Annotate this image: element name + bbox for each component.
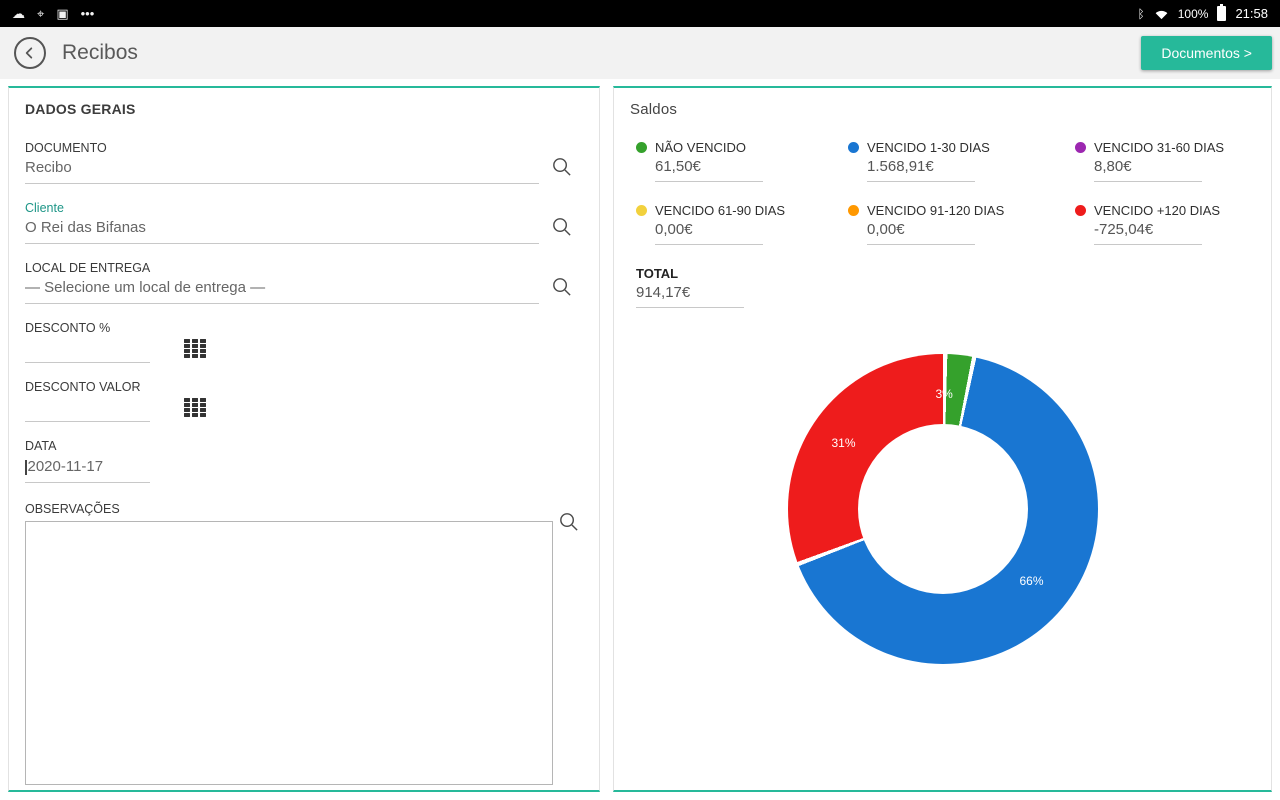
dados-gerais-title: DADOS GERAIS bbox=[25, 101, 136, 117]
documento-row: DOCUMENTO Recibo bbox=[25, 141, 583, 184]
cliente-field[interactable]: Cliente O Rei das Bifanas bbox=[25, 201, 539, 244]
total-value: 914,17€ bbox=[636, 284, 744, 308]
search-icon bbox=[552, 218, 571, 236]
search-icon bbox=[559, 513, 578, 531]
desconto-pct-label: DESCONTO % bbox=[25, 321, 111, 335]
total-item: TOTAL 914,17€ bbox=[636, 266, 848, 308]
cloud-icon: ☁ bbox=[12, 6, 25, 21]
legend-dot bbox=[636, 205, 647, 216]
documents-button[interactable]: Documentos > bbox=[1141, 36, 1272, 70]
cliente-row: Cliente O Rei das Bifanas bbox=[25, 201, 583, 244]
slice-label-green: 3% bbox=[935, 387, 953, 401]
legend-value: 1.568,91€ bbox=[867, 158, 975, 182]
slice-label-red: 31% bbox=[831, 436, 856, 450]
battery-icon bbox=[1217, 4, 1227, 21]
data-label: DATA bbox=[25, 439, 57, 453]
legend-dot bbox=[848, 205, 859, 216]
more-notifications-icon: ••• bbox=[80, 6, 95, 21]
bluetooth-icon: ᛒ bbox=[1137, 6, 1145, 21]
legend-dot bbox=[848, 142, 859, 153]
status-time: 21:58 bbox=[1235, 6, 1268, 21]
wifi-icon bbox=[1154, 8, 1169, 20]
donut-chart: 3% 66% 31% bbox=[787, 354, 1098, 664]
local-entrega-field[interactable]: LOCAL DE ENTREGA — Selecione um local de… bbox=[25, 261, 539, 304]
documento-field[interactable]: DOCUMENTO Recibo bbox=[25, 141, 539, 184]
legend-dot bbox=[1075, 142, 1086, 153]
local-entrega-row: LOCAL DE ENTREGA — Selecione um local de… bbox=[25, 261, 583, 304]
search-icon bbox=[552, 158, 571, 176]
documento-search-button[interactable] bbox=[539, 155, 583, 184]
dados-gerais-panel: DADOS GERAIS DOCUMENTO Recibo Cliente O … bbox=[8, 86, 600, 792]
data-input[interactable]: 2020-11-17 bbox=[25, 455, 150, 483]
desconto-pct-block: DESCONTO % bbox=[25, 319, 583, 363]
text-cursor bbox=[25, 460, 27, 475]
legend-item: VENCIDO 1-30 DIAS 1.568,91€ bbox=[848, 140, 1075, 182]
back-button[interactable] bbox=[14, 37, 46, 69]
keypad-icon[interactable] bbox=[184, 339, 206, 358]
slice-label-blue: 66% bbox=[1019, 574, 1044, 588]
legend-value: 0,00€ bbox=[655, 221, 763, 245]
cliente-search-button[interactable] bbox=[539, 215, 583, 244]
legend-value: -725,04€ bbox=[1094, 221, 1202, 245]
donut-chart-area: 3% 66% 31% bbox=[630, 354, 1255, 664]
documento-value[interactable]: Recibo bbox=[25, 156, 539, 184]
observacoes-search-button[interactable] bbox=[553, 500, 583, 539]
saldos-panel: Saldos NÃO VENCIDO 61,50€ VENCIDO 1-30 D… bbox=[613, 86, 1272, 792]
keypad-icon[interactable] bbox=[184, 398, 206, 417]
desconto-valor-block: DESCONTO VALOR bbox=[25, 378, 583, 422]
desconto-valor-label: DESCONTO VALOR bbox=[25, 380, 141, 394]
legend-dot bbox=[1075, 205, 1086, 216]
local-entrega-value[interactable]: — Selecione um local de entrega — bbox=[25, 276, 539, 304]
gallery-icon: ▣ bbox=[56, 6, 69, 21]
legend-value: 61,50€ bbox=[655, 158, 763, 182]
location-icon: ⌖ bbox=[37, 6, 45, 21]
legend-dot bbox=[636, 142, 647, 153]
app-bar: Recibos Documentos > bbox=[0, 27, 1280, 79]
observacoes-label: OBSERVAÇÕES bbox=[25, 502, 120, 516]
desconto-pct-input[interactable] bbox=[25, 339, 150, 363]
observacoes-input[interactable] bbox=[25, 521, 553, 785]
legend-item: VENCIDO 31-60 DIAS 8,80€ bbox=[1075, 140, 1255, 182]
data-block: DATA 2020-11-17 bbox=[25, 437, 583, 483]
status-bar: ☁ ⌖ ▣ ••• ᛒ 100% 21:58 bbox=[0, 0, 1280, 27]
desconto-valor-input[interactable] bbox=[25, 398, 150, 422]
cliente-label: Cliente bbox=[25, 201, 64, 215]
legend-item: VENCIDO 61-90 DIAS 0,00€ bbox=[636, 203, 848, 245]
cliente-value[interactable]: O Rei das Bifanas bbox=[25, 216, 539, 244]
main-content: DADOS GERAIS DOCUMENTO Recibo Cliente O … bbox=[0, 79, 1280, 792]
observacoes-row: OBSERVAÇÕES bbox=[25, 500, 583, 785]
legend-value: 0,00€ bbox=[867, 221, 975, 245]
total-label: TOTAL bbox=[636, 266, 679, 281]
search-icon bbox=[552, 278, 571, 296]
documento-label: DOCUMENTO bbox=[25, 141, 107, 155]
chevron-left-icon bbox=[25, 47, 33, 59]
legend-value: 8,80€ bbox=[1094, 158, 1202, 182]
legend-item: NÃO VENCIDO 61,50€ bbox=[636, 140, 848, 182]
legend-item: VENCIDO 91-120 DIAS 0,00€ bbox=[848, 203, 1075, 245]
saldos-title: Saldos bbox=[630, 101, 678, 118]
local-entrega-label: LOCAL DE ENTREGA bbox=[25, 261, 151, 275]
page-title: Recibos bbox=[62, 41, 138, 64]
local-entrega-search-button[interactable] bbox=[539, 275, 583, 304]
legend-item: VENCIDO +120 DIAS -725,04€ bbox=[1075, 203, 1255, 245]
battery-percent: 100% bbox=[1177, 6, 1209, 21]
saldos-legend: NÃO VENCIDO 61,50€ VENCIDO 1-30 DIAS 1.5… bbox=[630, 140, 1255, 308]
